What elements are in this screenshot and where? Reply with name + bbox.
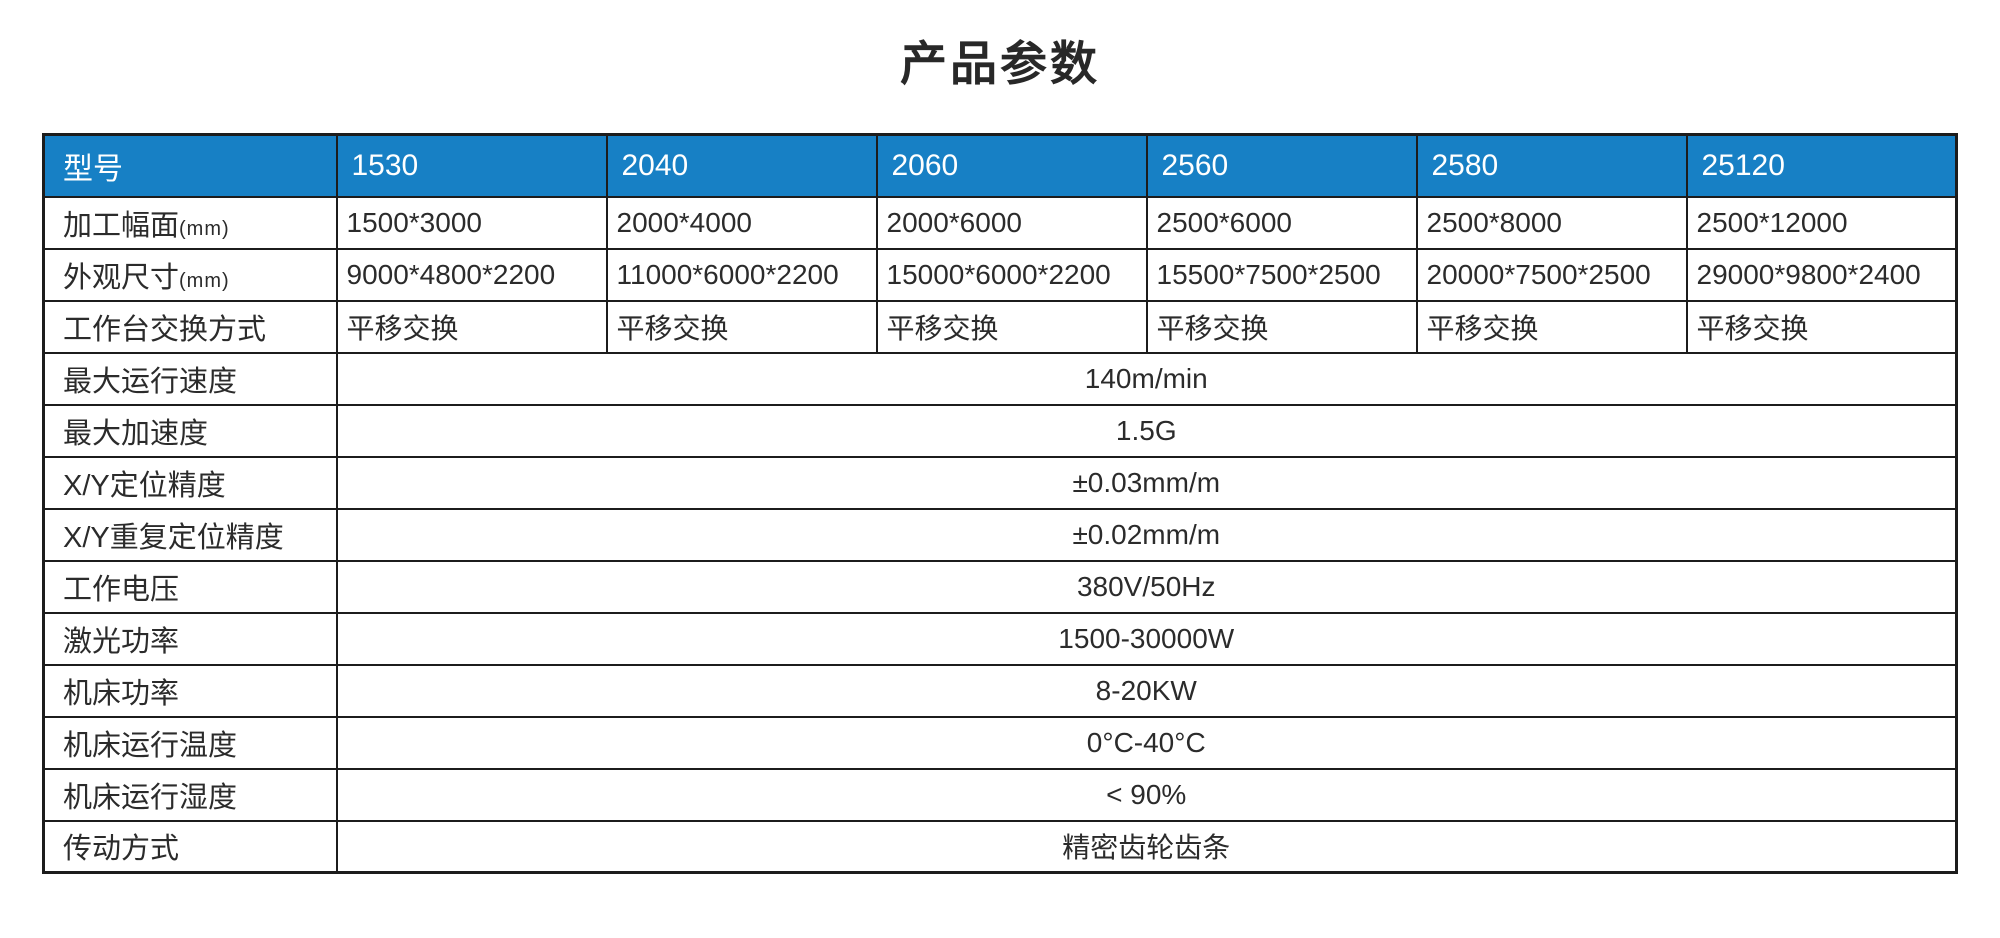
- header-cell: 2040: [605, 133, 878, 198]
- row-label: 工作台交换方式: [42, 299, 338, 354]
- spec-value-span: 8-20KW: [335, 663, 1958, 718]
- header-cell: 2580: [1415, 133, 1688, 198]
- row-label: 最大运行速度: [42, 351, 338, 406]
- spec-cell: 平移交换: [605, 299, 878, 354]
- spec-cell: 平移交换: [875, 299, 1148, 354]
- spec-row-xy-repeat-accuracy: X/Y重复定位精度 ±0.02mm/m: [42, 507, 1958, 562]
- spec-value-span: ±0.03mm/m: [335, 455, 1958, 510]
- spec-value-span: ±0.02mm/m: [335, 507, 1958, 562]
- spec-cell: 2500*8000: [1415, 195, 1688, 250]
- spec-cell: 15500*7500*2500: [1145, 247, 1418, 302]
- row-label-text: 机床功率: [63, 677, 180, 710]
- unit-label: (mm): [179, 269, 230, 292]
- spec-cell: 20000*7500*2500: [1415, 247, 1688, 302]
- spec-row-dimensions: 外观尺寸(mm) 9000*4800*2200 11000*6000*2200 …: [42, 247, 1958, 302]
- spec-value-span: < 90%: [335, 767, 1958, 822]
- row-label-text: 机床运行湿度: [63, 781, 238, 814]
- spec-row-max-speed: 最大运行速度 140m/min: [42, 351, 1958, 406]
- spec-cell: 15000*6000*2200: [875, 247, 1148, 302]
- spec-value-span: 1.5G: [335, 403, 1958, 458]
- row-label-text: 最大加速度: [63, 417, 209, 450]
- row-label-text: 工作电压: [63, 573, 180, 606]
- row-label: 机床功率: [42, 663, 338, 718]
- spec-cell: 2500*6000: [1145, 195, 1418, 250]
- header-row: 型号 1530 2040 2060 2560 2580 25120: [42, 133, 1958, 198]
- spec-row-machine-power: 机床功率 8-20KW: [42, 663, 1958, 718]
- row-label-text: 激光功率: [63, 625, 180, 658]
- header-cell: 1530: [335, 133, 608, 198]
- spec-row-transmission: 传动方式 精密齿轮齿条: [42, 819, 1958, 874]
- spec-value-span: 140m/min: [335, 351, 1958, 406]
- spec-value-span: 0°C-40°C: [335, 715, 1958, 770]
- spec-cell: 2000*4000: [605, 195, 878, 250]
- page-title: 产品参数: [900, 37, 1100, 90]
- spec-value-span: 380V/50Hz: [335, 559, 1958, 614]
- row-label-text: X/Y定位精度: [63, 469, 226, 502]
- unit-label: (mm): [179, 217, 230, 240]
- row-label: 最大加速度: [42, 403, 338, 458]
- spec-row-operating-temperature: 机床运行温度 0°C-40°C: [42, 715, 1958, 770]
- row-label-text: 工作台交换方式: [63, 313, 267, 346]
- spec-cell: 平移交换: [335, 299, 608, 354]
- row-label-text: 最大运行速度: [63, 365, 238, 398]
- row-label: 机床运行温度: [42, 715, 338, 770]
- row-label-text: 外观尺寸: [63, 261, 180, 294]
- row-label-text: 加工幅面: [63, 209, 180, 242]
- spec-cell: 平移交换: [1685, 299, 1958, 354]
- product-spec-table: 型号 1530 2040 2060 2560 2580 25120 加工幅面(m…: [42, 133, 1958, 874]
- row-label: 加工幅面(mm): [42, 195, 338, 250]
- row-label: X/Y定位精度: [42, 455, 338, 510]
- row-label: 工作电压: [42, 559, 338, 614]
- row-label: X/Y重复定位精度: [42, 507, 338, 562]
- row-label: 传动方式: [42, 819, 338, 874]
- spec-row-max-acceleration: 最大加速度 1.5G: [42, 403, 1958, 458]
- spec-cell: 11000*6000*2200: [605, 247, 878, 302]
- row-label: 外观尺寸(mm): [42, 247, 338, 302]
- row-label-text: 机床运行温度: [63, 729, 238, 762]
- header-cell-model: 型号: [42, 133, 338, 198]
- spec-cell: 平移交换: [1145, 299, 1418, 354]
- row-label: 激光功率: [42, 611, 338, 666]
- spec-row-laser-power: 激光功率 1500-30000W: [42, 611, 1958, 666]
- spec-cell: 2000*6000: [875, 195, 1148, 250]
- spec-cell: 平移交换: [1415, 299, 1688, 354]
- header-cell: 2060: [875, 133, 1148, 198]
- spec-row-xy-positioning-accuracy: X/Y定位精度 ±0.03mm/m: [42, 455, 1958, 510]
- spec-row-table-exchange: 工作台交换方式 平移交换 平移交换 平移交换 平移交换 平移交换 平移交换: [42, 299, 1958, 354]
- spec-row-operating-humidity: 机床运行湿度 < 90%: [42, 767, 1958, 822]
- spec-value-span: 1500-30000W: [335, 611, 1958, 666]
- header-cell: 2560: [1145, 133, 1418, 198]
- spec-cell: 9000*4800*2200: [335, 247, 608, 302]
- spec-cell: 1500*3000: [335, 195, 608, 250]
- spec-row-working-voltage: 工作电压 380V/50Hz: [42, 559, 1958, 614]
- row-label-text: 传动方式: [63, 833, 180, 866]
- row-label: 机床运行湿度: [42, 767, 338, 822]
- row-label-text: X/Y重复定位精度: [63, 521, 284, 554]
- header-cell: 25120: [1685, 133, 1958, 198]
- spec-cell: 2500*12000: [1685, 195, 1958, 250]
- spec-value-span: 精密齿轮齿条: [335, 819, 1958, 874]
- spec-cell: 29000*9800*2400: [1685, 247, 1958, 302]
- spec-row-processing-area: 加工幅面(mm) 1500*3000 2000*4000 2000*6000 2…: [42, 195, 1958, 250]
